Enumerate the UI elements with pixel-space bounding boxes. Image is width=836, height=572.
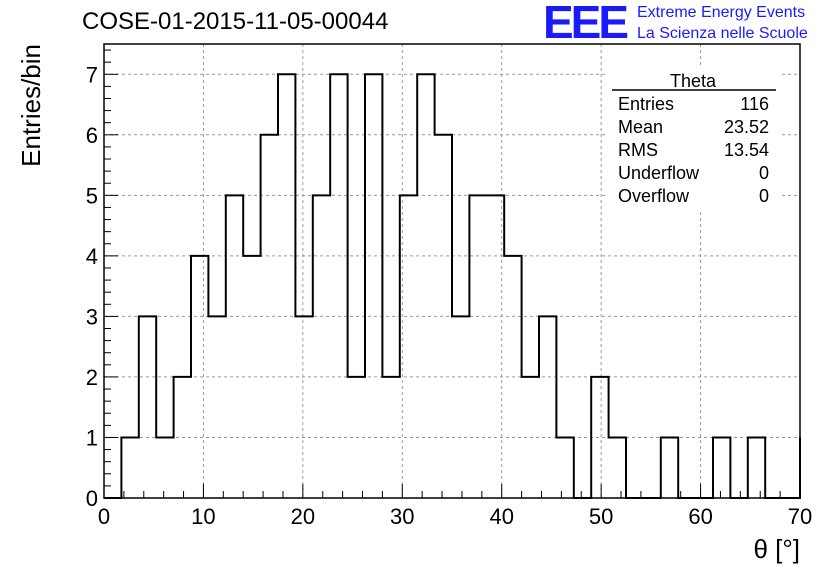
x-tick-label: 0 — [98, 504, 110, 529]
x-tick-label: 60 — [688, 504, 712, 529]
stats-box-background — [608, 68, 780, 210]
x-tick-label: 10 — [191, 504, 215, 529]
y-tick-label: 1 — [86, 425, 98, 450]
tick-labels: 0 10 20 30 40 50 60 70 0 1 2 3 4 5 6 7 — [86, 62, 812, 529]
stats-box: Theta Entries 116 Mean 23.52 RMS 13.54 Underfl… — [608, 68, 780, 210]
histogram-bin — [382, 377, 399, 498]
chart-title: COSE-01-2015-11-05-00044 — [82, 8, 389, 35]
histogram-bin — [417, 74, 434, 498]
y-tick-label: 0 — [86, 486, 98, 511]
y-tick-label: 6 — [86, 123, 98, 148]
histogram-bin — [121, 437, 138, 498]
logo-text-line-1: Extreme Energy Events — [637, 4, 806, 21]
x-tick-label: 70 — [788, 504, 812, 529]
histogram-bin — [539, 316, 556, 498]
histogram-series — [104, 73, 801, 499]
y-axis-label: Entries/bin — [16, 44, 46, 167]
histogram-bin — [330, 74, 347, 498]
stats-row-label: RMS — [618, 140, 658, 160]
stats-row-value: 23.52 — [724, 117, 769, 137]
histogram-bin — [713, 437, 730, 498]
histogram-bin — [469, 195, 486, 498]
y-tick-label: 2 — [86, 365, 98, 390]
x-tick-label: 40 — [489, 504, 513, 529]
stats-row-value: 13.54 — [724, 140, 769, 160]
x-tick-label: 30 — [390, 504, 414, 529]
histogram-bin — [435, 135, 452, 498]
histogram-bin — [591, 377, 608, 498]
histogram-bin — [295, 316, 312, 498]
x-axis-label: θ [°] — [753, 534, 800, 564]
histogram-bin — [243, 256, 260, 498]
histogram-bin — [156, 437, 173, 498]
histogram-bin — [313, 195, 330, 498]
y-tick-label: 5 — [86, 183, 98, 208]
histogram-bin — [278, 74, 295, 498]
stats-row-label: Mean — [618, 117, 663, 137]
x-tick-label: 20 — [291, 504, 315, 529]
y-tick-label: 4 — [86, 244, 98, 269]
histogram-outline — [104, 73, 801, 499]
histogram-bin — [191, 256, 208, 498]
stats-box-rows: Entries 116 Mean 23.52 RMS 13.54 Underflow 0 Ove… — [618, 94, 769, 206]
histogram-bin — [226, 195, 243, 498]
histogram-bin — [139, 316, 156, 498]
logo-text-line-2: La Scienza nelle Scuole — [637, 25, 808, 42]
histogram-bin — [208, 316, 225, 498]
eee-logo: EEE — [543, 0, 629, 48]
histogram-bin — [365, 74, 382, 498]
axis-ticks — [103, 49, 801, 499]
y-tick-label: 3 — [86, 304, 98, 329]
y-tick-label: 7 — [86, 62, 98, 87]
histogram-bin — [748, 437, 765, 498]
stats-row-label: Entries — [618, 94, 674, 114]
histogram-bin — [609, 437, 626, 498]
histogram-bin — [452, 316, 469, 498]
histogram-bin — [661, 437, 678, 498]
histogram-bin — [261, 135, 278, 498]
plot-frame — [103, 43, 801, 499]
stats-row-label: Underflow — [618, 163, 700, 183]
histogram-bin — [556, 437, 573, 498]
stats-row-value: 0 — [759, 186, 769, 206]
stats-row-label: Overflow — [618, 186, 690, 206]
x-tick-label: 50 — [589, 504, 613, 529]
stats-box-title: Theta — [670, 71, 717, 91]
stats-row-value: 116 — [740, 94, 769, 114]
stats-row-value: 0 — [759, 163, 769, 183]
